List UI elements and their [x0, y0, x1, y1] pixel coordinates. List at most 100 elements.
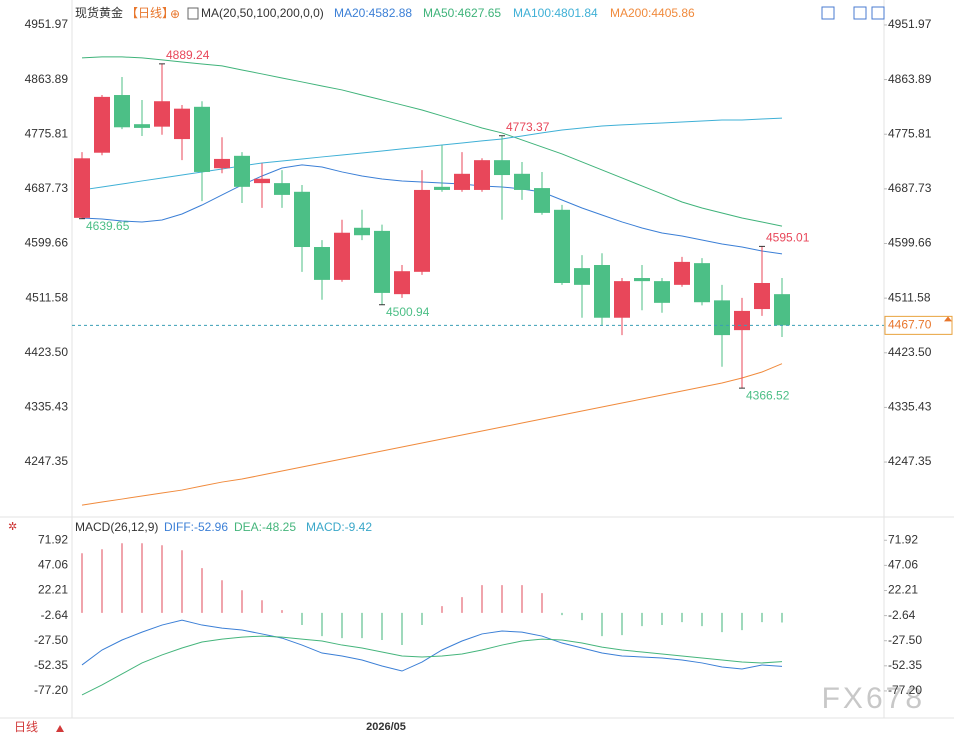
y-tick-label-right: 4599.66: [888, 236, 932, 250]
y-tick-label: -77.20: [34, 683, 68, 697]
candle-body: [394, 271, 410, 295]
extreme-label: 4595.01: [766, 231, 810, 245]
legend-entry: DEA:-48.25: [234, 520, 296, 534]
y-tick-label: 4511.58: [26, 290, 69, 304]
y-tick-label-right: 4247.35: [888, 454, 932, 468]
y-tick-label-right: -52.35: [888, 658, 922, 672]
tool-icon[interactable]: [821, 6, 835, 20]
chart-title: 现货黄金: [75, 5, 123, 20]
candle-body: [754, 282, 770, 310]
y-tick-label: -2.64: [41, 608, 69, 622]
y-tick-label: 4335.43: [25, 400, 69, 414]
candle-body: [454, 173, 470, 190]
candle-body: [474, 160, 490, 190]
y-tick-label-right: 4863.89: [888, 72, 932, 86]
candle-body: [314, 247, 330, 280]
y-tick-label: 71.92: [38, 532, 68, 546]
candle-body: [514, 173, 530, 190]
y-tick-label-right: 4423.50: [888, 345, 932, 359]
legend-entry: MACD:-9.42: [306, 520, 372, 534]
ma-line: [81, 117, 783, 191]
candle-body: [714, 300, 730, 336]
ma-line: [81, 56, 783, 227]
period-button-arrow[interactable]: [56, 725, 64, 732]
y-tick-label-right: 71.92: [888, 532, 918, 546]
y-tick-label-right: 4951.97: [888, 17, 932, 31]
y-tick-label: 4951.97: [25, 17, 69, 31]
candle-body: [374, 230, 390, 293]
candle-body: [674, 261, 690, 285]
extreme-label: 4889.24: [166, 48, 210, 62]
last-price-arrow: [944, 316, 952, 322]
last-price-box: [884, 315, 953, 335]
candle-body: [94, 96, 110, 153]
extreme-label: 4639.65: [86, 219, 130, 233]
legend-entry: MA200:4405.86: [610, 6, 695, 20]
tool-icon[interactable]: [853, 6, 867, 20]
tool-icon[interactable]: [871, 6, 885, 20]
period-label[interactable]: 【日线】: [126, 6, 174, 20]
candle-body: [354, 227, 370, 236]
y-tick-label-right: -27.50: [888, 633, 922, 647]
period-button[interactable]: 日线: [14, 720, 38, 734]
candle-body: [654, 281, 670, 303]
candle-body: [414, 189, 430, 272]
legend-entry: MA20:4582.88: [334, 6, 412, 20]
indicator-icon[interactable]: [187, 7, 199, 20]
y-tick-label: 4687.73: [25, 181, 69, 195]
candle-body: [774, 294, 790, 326]
y-tick-label-right: 4775.81: [888, 126, 932, 140]
candle-body: [174, 108, 190, 140]
y-tick-label-right: 4511.58: [888, 290, 931, 304]
add-icon[interactable]: ⊕: [170, 7, 180, 21]
ma-line: [81, 164, 783, 255]
y-tick-label-right: 22.21: [888, 583, 918, 597]
candle-body: [134, 124, 150, 128]
y-tick-label-right: 47.06: [888, 558, 918, 572]
y-tick-label: 4599.66: [25, 236, 69, 250]
candle-body: [554, 209, 570, 283]
candle-body: [694, 263, 710, 303]
legend-entry: MA100:4801.84: [513, 6, 598, 20]
candle-body: [734, 310, 750, 331]
y-tick-label: 4775.81: [25, 126, 69, 140]
settings-icon[interactable]: ✲: [8, 521, 17, 533]
extreme-label: 4366.52: [746, 388, 790, 402]
candle-body: [114, 95, 130, 128]
candle-body: [534, 188, 550, 213]
dea-line: [81, 635, 783, 696]
y-tick-label: 4247.35: [25, 454, 69, 468]
y-tick-label-right: -2.64: [888, 608, 916, 622]
extreme-label: 4773.37: [506, 120, 550, 134]
candle-body: [214, 158, 230, 169]
extreme-label: 4500.94: [386, 305, 430, 319]
candle-body: [294, 191, 310, 248]
candle-body: [434, 186, 450, 190]
candle-body: [154, 101, 170, 127]
legend-entry: MA50:4627.65: [423, 6, 501, 20]
y-tick-label: 4423.50: [25, 345, 69, 359]
candle-body: [334, 232, 350, 280]
candle-body: [74, 158, 90, 218]
y-tick-label-right: 4687.73: [888, 181, 932, 195]
y-tick-label-right: 4335.43: [888, 400, 932, 414]
y-tick-label: 47.06: [38, 558, 68, 572]
y-tick-label: 22.21: [38, 583, 68, 597]
candle-body: [254, 178, 270, 184]
last-price-label: 4467.70: [888, 318, 932, 332]
watermark: FX678: [822, 682, 925, 715]
candle-body: [234, 155, 250, 187]
candle-body: [574, 268, 590, 285]
legend-entry: DIFF:-52.96: [164, 520, 228, 534]
y-tick-label: -52.35: [34, 658, 68, 672]
candle-body: [614, 281, 630, 318]
candle-body: [494, 160, 510, 176]
y-tick-label: -27.50: [34, 633, 68, 647]
x-tick-label: 2026/05: [366, 721, 406, 733]
y-tick-label: 4863.89: [25, 72, 69, 86]
y-tick-label-right: -77.20: [888, 683, 922, 697]
indicator-label: MA(20,50,100,200,0,0): [201, 6, 324, 20]
candle-body: [594, 265, 610, 318]
